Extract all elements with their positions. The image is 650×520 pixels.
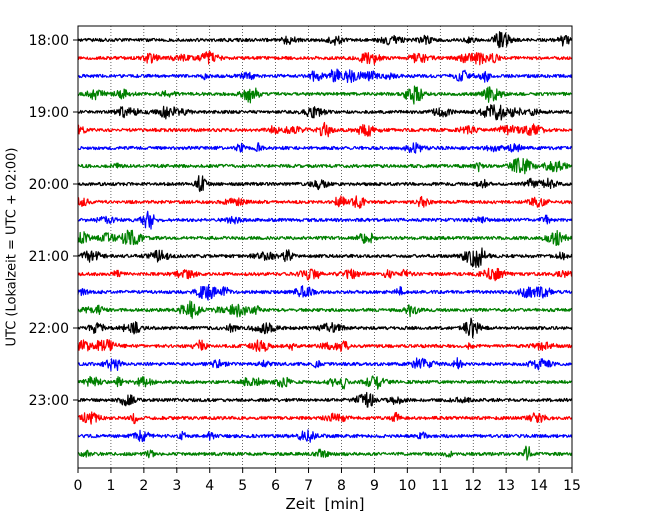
y-tick-label-2300: 23:00 bbox=[29, 393, 69, 409]
trace-2315 bbox=[77, 411, 573, 425]
y-tick-label-1900: 19:00 bbox=[29, 105, 69, 121]
trace-2230 bbox=[77, 357, 573, 372]
trace-2215 bbox=[77, 339, 573, 353]
x-tick-label-10: 10 bbox=[398, 478, 416, 494]
trace-1915 bbox=[77, 121, 573, 138]
trace-2030 bbox=[77, 210, 573, 230]
x-tick-label-9: 9 bbox=[370, 478, 379, 494]
trace-2330 bbox=[77, 429, 573, 443]
x-axis-label: Zeit [min] bbox=[285, 495, 364, 513]
x-tick-label-12: 12 bbox=[464, 478, 482, 494]
trace-1845 bbox=[77, 85, 573, 105]
x-tick-label-7: 7 bbox=[304, 478, 313, 494]
x-axis-ticks: 0 1 2 3 4 5 6 7 8 9 10 11 12 13 14 15 bbox=[74, 468, 581, 494]
trace-1800 bbox=[77, 31, 573, 49]
x-tick-label-13: 13 bbox=[497, 478, 515, 494]
trace-2200 bbox=[77, 317, 573, 339]
x-tick-label-1: 1 bbox=[106, 478, 115, 494]
y-tick-label-2100: 21:00 bbox=[29, 249, 69, 265]
trace-2100 bbox=[77, 247, 573, 269]
x-tick-label-5: 5 bbox=[238, 478, 247, 494]
x-tick-label-11: 11 bbox=[431, 478, 449, 494]
x-tick-label-15: 15 bbox=[563, 478, 581, 494]
trace-2345 bbox=[77, 445, 573, 461]
seismogram-traces bbox=[77, 31, 573, 461]
trace-1930 bbox=[77, 142, 573, 154]
x-tick-label-8: 8 bbox=[337, 478, 346, 494]
trace-2245 bbox=[77, 375, 573, 390]
x-tick-label-0: 0 bbox=[74, 478, 83, 494]
trace-1900 bbox=[77, 104, 573, 121]
trace-1815 bbox=[77, 50, 573, 66]
x-tick-label-2: 2 bbox=[139, 478, 148, 494]
y-axis-label: UTC (Lokalzeit = UTC + 02:00) bbox=[5, 148, 20, 347]
trace-2015 bbox=[77, 195, 573, 209]
trace-2145 bbox=[77, 300, 573, 319]
trace-2115 bbox=[77, 267, 573, 282]
trace-2045 bbox=[77, 229, 573, 247]
trace-1830 bbox=[77, 68, 573, 84]
trace-1945 bbox=[77, 157, 573, 175]
trace-2130 bbox=[77, 284, 573, 301]
y-tick-label-2200: 22:00 bbox=[29, 321, 69, 337]
y-tick-label-1800: 18:00 bbox=[29, 33, 69, 49]
x-tick-label-4: 4 bbox=[205, 478, 214, 494]
x-tick-label-14: 14 bbox=[530, 478, 548, 494]
plot-frame bbox=[77, 25, 573, 469]
y-axis-ticks: 18:00 19:00 20:00 21:00 22:00 23:00 bbox=[29, 33, 78, 409]
y-tick-label-2000: 20:00 bbox=[29, 177, 69, 193]
trace-2000 bbox=[77, 175, 573, 193]
x-tick-label-3: 3 bbox=[172, 478, 181, 494]
trace-2300 bbox=[77, 391, 573, 408]
x-tick-label-6: 6 bbox=[271, 478, 280, 494]
